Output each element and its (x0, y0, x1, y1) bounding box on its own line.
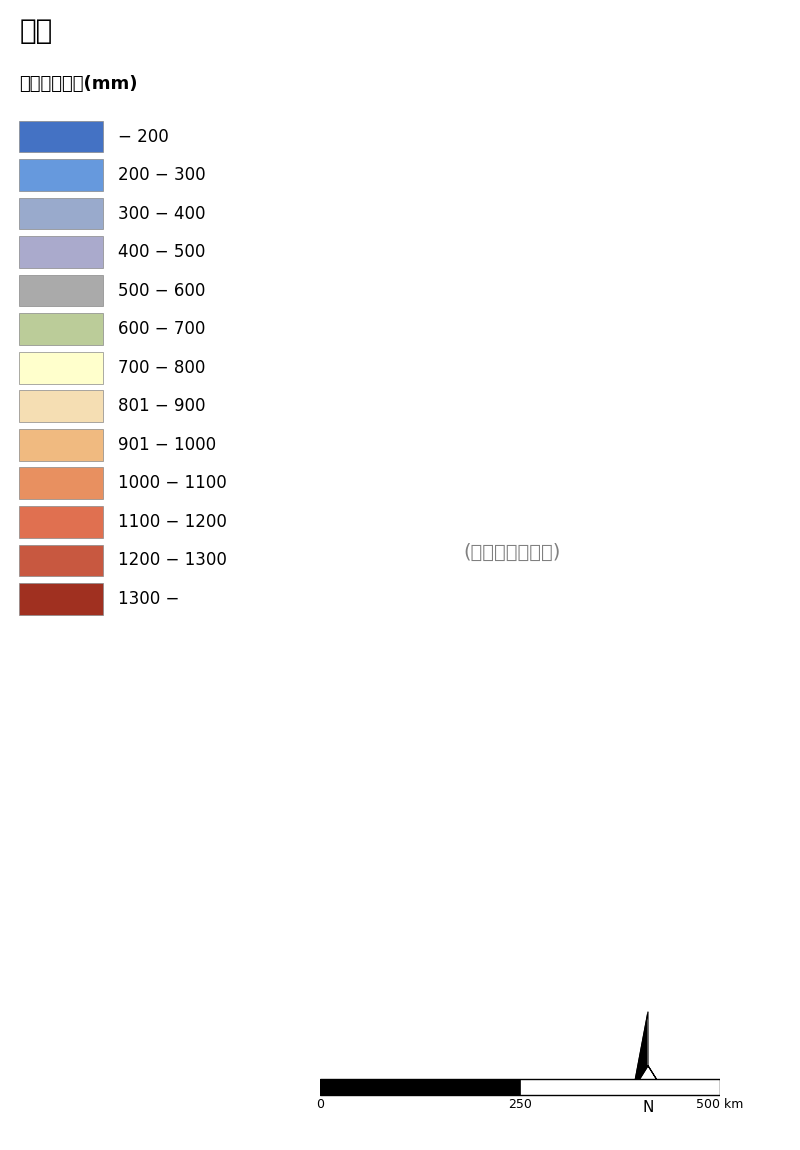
Bar (19, 583, 103, 614)
Text: 801 − 900: 801 − 900 (118, 397, 205, 415)
Text: 700 − 800: 700 − 800 (118, 359, 205, 377)
Text: 1200 − 1300: 1200 − 1300 (118, 551, 226, 569)
Bar (19, 159, 103, 191)
Text: 0: 0 (316, 1098, 324, 1112)
Text: 200 − 300: 200 − 300 (118, 166, 206, 184)
Bar (19, 275, 103, 306)
Bar (19, 198, 103, 229)
Text: 1100 − 1200: 1100 − 1200 (118, 513, 226, 531)
Bar (19, 506, 103, 538)
Text: − 200: − 200 (118, 128, 168, 146)
Bar (19, 545, 103, 576)
Bar (19, 467, 103, 499)
Polygon shape (634, 1012, 648, 1089)
Text: 250: 250 (508, 1098, 532, 1112)
Text: 500 km: 500 km (696, 1098, 744, 1112)
Text: 600 − 700: 600 − 700 (118, 320, 205, 338)
Text: (地図データなし): (地図データなし) (463, 543, 561, 561)
Text: 凡例: 凡例 (19, 17, 53, 45)
Text: 500 − 600: 500 − 600 (118, 282, 205, 300)
Bar (520, 1079, 720, 1095)
Text: 1300 −: 1300 − (118, 590, 179, 608)
Bar (19, 429, 103, 460)
Text: 901 − 1000: 901 − 1000 (118, 436, 216, 454)
Text: 300 − 400: 300 − 400 (118, 205, 205, 223)
Bar (320, 1079, 720, 1095)
Bar (19, 390, 103, 422)
Bar (320, 1079, 720, 1095)
Polygon shape (648, 1012, 662, 1089)
Text: 400 − 500: 400 − 500 (118, 243, 205, 261)
Bar (19, 237, 103, 268)
Text: 年間蒸発散量(mm): 年間蒸発散量(mm) (19, 75, 138, 93)
Text: N: N (642, 1101, 654, 1116)
Bar (19, 352, 103, 383)
Bar (19, 121, 103, 152)
Text: 1000 − 1100: 1000 − 1100 (118, 474, 226, 492)
Bar (19, 313, 103, 345)
